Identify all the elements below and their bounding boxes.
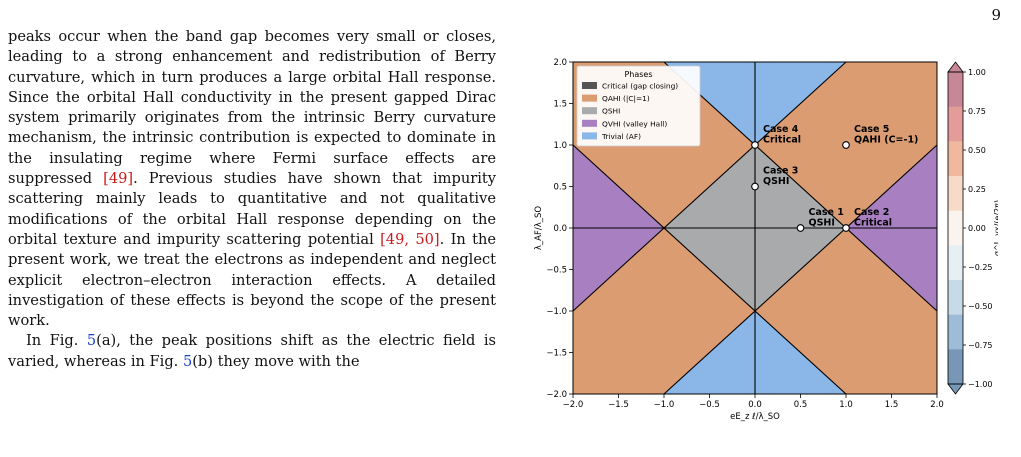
case-label: Case 3: [763, 166, 798, 177]
colorbar-band: [948, 106, 963, 142]
colorbar-band: [948, 314, 963, 350]
figure-ref-link[interactable]: 5: [182, 352, 193, 370]
y-tick-label: 1.0: [553, 141, 567, 151]
colorbar-tick-label: 0.00: [968, 224, 986, 233]
case-phase-label: QAHI (C=-1): [854, 135, 918, 146]
colorbar-top-arrow: [947, 61, 964, 73]
colorbar-tick-label: −0.75: [968, 341, 993, 350]
colorbar-tick-label: 0.25: [968, 185, 986, 194]
text-run: peaks occur when the band gap becomes ve…: [8, 28, 496, 188]
case-point: [842, 224, 850, 232]
case-label: Case 1: [809, 207, 844, 218]
y-tick-label: 0.5: [553, 183, 567, 193]
colorbar-tick-label: −0.25: [968, 263, 993, 272]
x-tick-label: 0.0: [748, 400, 762, 410]
colorbar-band: [948, 210, 963, 246]
case-point: [751, 141, 759, 149]
critical-line: [663, 61, 938, 312]
x-tick-label: 2.0: [930, 400, 944, 410]
y-tick-label: −0.5: [546, 266, 567, 276]
x-tick-label: 1.0: [839, 400, 853, 410]
colorbar-bottom-arrow: [947, 383, 964, 395]
critical-line: [572, 144, 847, 395]
legend-swatch: [582, 132, 597, 140]
y-tick-label: 0.0: [553, 224, 567, 234]
case-phase-label: QSHI: [763, 176, 789, 187]
paragraph-1: peaks occur when the band gap becomes ve…: [8, 27, 496, 331]
case-phase-label: QSHI: [809, 218, 835, 229]
legend-swatch: [582, 119, 597, 127]
citation-link[interactable]: [49]: [103, 170, 134, 188]
phase-diagram-figure: −2.0 −2.0 −1.5 −1.5 −1.0 −1.0 −0.5 −0.5 0.0 0.0 0.…: [518, 55, 1002, 427]
legend-entry: QSHI: [602, 107, 620, 116]
case-phase-label: Critical: [854, 218, 892, 229]
y-tick-label: −2.0: [546, 390, 567, 400]
x-tick-label: −0.5: [699, 400, 720, 410]
x-tick-label: −1.5: [608, 400, 629, 410]
colorbar-band: [948, 141, 963, 177]
case-point: [796, 224, 805, 232]
colorbar-band: [948, 349, 963, 385]
x-tick-label: −2.0: [563, 400, 584, 410]
text-run: In Fig.: [26, 332, 87, 350]
legend-entry: Critical (gap closing): [602, 82, 678, 91]
phase-diagram-chart: −2.0−2.0 −1.5 −1.5 −1.0 −1.0 −0.5 −0.5 0.0 0.0 0.…: [534, 58, 1002, 422]
text-run: (b) they move with the: [192, 352, 360, 370]
y-tick-label: −1.0: [546, 307, 567, 317]
y-tick-label: −1.5: [546, 349, 567, 359]
colorbar-tick-label: −0.50: [968, 302, 993, 311]
colorbar-band: [948, 72, 963, 107]
page-number: 9: [991, 6, 1001, 24]
colorbar-tick-label: 0.50: [968, 146, 986, 155]
colorbar-tick-label: 0.75: [968, 107, 986, 116]
y-tick-label: 2.0: [553, 58, 567, 68]
legend-entry: QVHI (valley Hall): [602, 119, 667, 128]
colorbar-tick-label: −1.00: [968, 380, 993, 389]
figure-ref-link[interactable]: 5: [86, 332, 97, 350]
legend-swatch: [582, 94, 597, 102]
colorbar-tick-label: 1.00: [968, 68, 986, 77]
x-tick-label: 1.5: [885, 400, 899, 410]
y-tick-label: 1.5: [553, 100, 567, 110]
case-label: Case 4: [763, 124, 799, 135]
citation-link[interactable]: [49, 50]: [380, 230, 440, 248]
colorbar-band: [948, 245, 963, 281]
case-point: [842, 141, 850, 149]
text-run: . In the present work, we treat the elec…: [8, 230, 496, 330]
text-run: (a), the peak positions shift as the ele…: [8, 332, 496, 370]
legend-swatch: [582, 82, 597, 89]
y-axis-label: λ_AF/λ_SO: [534, 206, 544, 251]
critical-line: [572, 61, 847, 312]
case-point: [751, 182, 759, 191]
legend-entry: QAHI (|C|=1): [602, 94, 650, 103]
colorbar-band: [948, 176, 963, 211]
x-tick-label: −1.0: [654, 400, 675, 410]
legend-swatch: [582, 107, 597, 115]
critical-line: [663, 144, 938, 395]
colorbar-band: [948, 280, 963, 315]
x-tick-label: 0.5: [794, 400, 808, 410]
legend-entry: Trivial (AF): [601, 132, 641, 141]
legend-box: [576, 65, 701, 147]
legend-title: Phases: [624, 70, 652, 79]
x-axis-label: eE_z ℓ/λ_SO: [730, 412, 780, 422]
paragraph-2: In Fig. 5(a), the peak positions shift a…: [8, 331, 496, 372]
case-label: Case 2: [854, 207, 889, 218]
colorbar-label: σ^L_yx/(e/2π): [993, 200, 998, 256]
case-phase-label: Critical: [763, 135, 801, 146]
text-run: . Previous studies have shown that impur…: [8, 170, 496, 248]
body-text-column: peaks occur when the band gap becomes ve…: [8, 27, 496, 372]
case-label: Case 5: [854, 124, 889, 135]
